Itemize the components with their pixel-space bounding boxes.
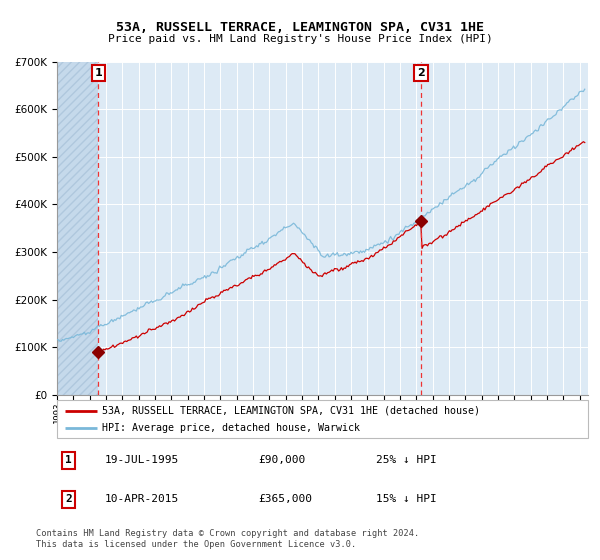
Text: 25% ↓ HPI: 25% ↓ HPI [376, 455, 436, 465]
Text: 19-JUL-1995: 19-JUL-1995 [105, 455, 179, 465]
Text: 2: 2 [417, 68, 425, 78]
Text: 1: 1 [95, 68, 103, 78]
Bar [57, 62, 98, 395]
Text: HPI: Average price, detached house, Warwick: HPI: Average price, detached house, Warw… [102, 423, 360, 433]
Text: Price paid vs. HM Land Registry's House Price Index (HPI): Price paid vs. HM Land Registry's House … [107, 34, 493, 44]
Text: 15% ↓ HPI: 15% ↓ HPI [376, 494, 436, 504]
Text: 10-APR-2015: 10-APR-2015 [105, 494, 179, 504]
Text: £365,000: £365,000 [259, 494, 313, 504]
FancyBboxPatch shape [57, 400, 588, 438]
Text: £90,000: £90,000 [259, 455, 306, 465]
Text: 53A, RUSSELL TERRACE, LEAMINGTON SPA, CV31 1HE (detached house): 53A, RUSSELL TERRACE, LEAMINGTON SPA, CV… [102, 405, 480, 416]
Text: 1: 1 [65, 455, 72, 465]
Text: 53A, RUSSELL TERRACE, LEAMINGTON SPA, CV31 1HE: 53A, RUSSELL TERRACE, LEAMINGTON SPA, CV… [116, 21, 484, 34]
Text: Contains HM Land Registry data © Crown copyright and database right 2024.
This d: Contains HM Land Registry data © Crown c… [36, 529, 419, 549]
Text: 2: 2 [65, 494, 72, 504]
